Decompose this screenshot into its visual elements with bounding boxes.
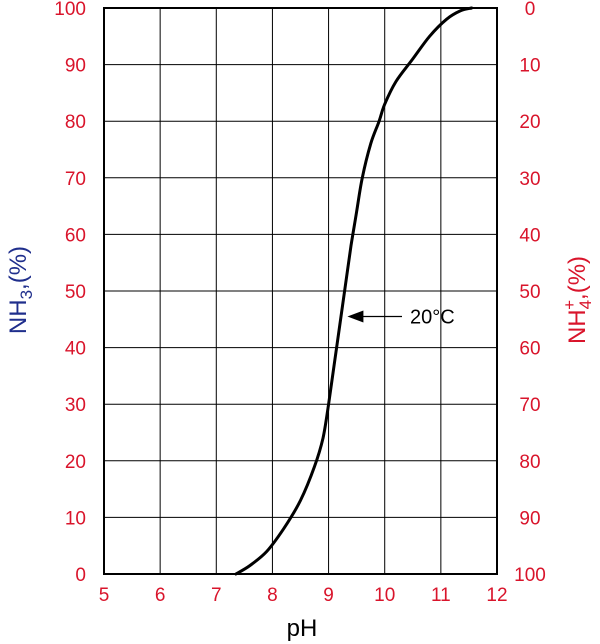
- y-right-tick-label: 10: [519, 56, 540, 77]
- y-right-tick-label: 40: [519, 225, 540, 246]
- y-left-tick-label: 50: [65, 282, 86, 303]
- series-line-0: [234, 6, 474, 576]
- x-tick-label: 8: [267, 585, 278, 606]
- x-tick-label: 7: [211, 585, 222, 606]
- series-group: [234, 6, 474, 576]
- y-right-tick-label: 70: [519, 395, 540, 416]
- y-right-title-sup: +: [560, 300, 579, 310]
- y-left-tick-label: 100: [54, 0, 86, 20]
- annotation-arrow-head: [347, 310, 364, 323]
- x-tick-label: 6: [155, 585, 166, 606]
- y-right-tick-label: 20: [519, 112, 540, 133]
- y-left-tick-label: 80: [65, 112, 86, 133]
- y-right-tick-label: 80: [519, 452, 540, 473]
- plot-frame: [103, 7, 498, 575]
- y-left-axis-title: NH3,(%): [5, 246, 36, 334]
- y-right-title-sub: 4: [576, 300, 595, 309]
- y-left-tick-label: 90: [65, 56, 86, 77]
- y-left-tick-labels: 0 10 20 30 40 50 60 70 80 90 100: [54, 0, 86, 586]
- y-right-axis-title: NH4+,(%): [560, 256, 595, 344]
- y-right-tick-label: 60: [519, 339, 540, 360]
- x-tick-label: 12: [486, 585, 507, 606]
- y-left-title-sub: 3: [17, 290, 36, 299]
- y-left-title-main: NH: [5, 299, 32, 334]
- y-right-tick-label: 50: [519, 282, 540, 303]
- annotation-label: 20°C: [410, 306, 455, 328]
- y-left-title-rest: ,(%): [5, 246, 32, 290]
- y-right-tick-label: 90: [519, 508, 540, 529]
- y-right-tick-label: 0: [525, 0, 536, 20]
- y-left-tick-label: 30: [65, 395, 86, 416]
- y-left-tick-label: 40: [65, 339, 86, 360]
- y-right-title-rest: ,(%): [564, 256, 591, 300]
- x-tick-label: 9: [323, 585, 334, 606]
- y-left-tick-label: 10: [65, 508, 86, 529]
- x-tick-label: 5: [99, 585, 110, 606]
- x-tick-label: 10: [374, 585, 395, 606]
- annotation-group: 20°C: [347, 306, 455, 328]
- y-right-title-main: NH: [564, 309, 591, 344]
- y-left-tick-label: 20: [65, 452, 86, 473]
- y-left-tick-label: 60: [65, 225, 86, 246]
- y-right-tick-label: 30: [519, 169, 540, 190]
- y-left-tick-label: 70: [65, 169, 86, 190]
- plot-border: [103, 7, 498, 575]
- x-axis-title: pH: [287, 615, 318, 642]
- x-tick-labels: 5 6 7 8 9 10 11 12: [99, 585, 508, 606]
- y-right-tick-label: 100: [514, 565, 546, 586]
- grid: [103, 7, 498, 575]
- x-tick-label: 11: [431, 585, 451, 606]
- y-left-tick-label: 0: [75, 565, 86, 586]
